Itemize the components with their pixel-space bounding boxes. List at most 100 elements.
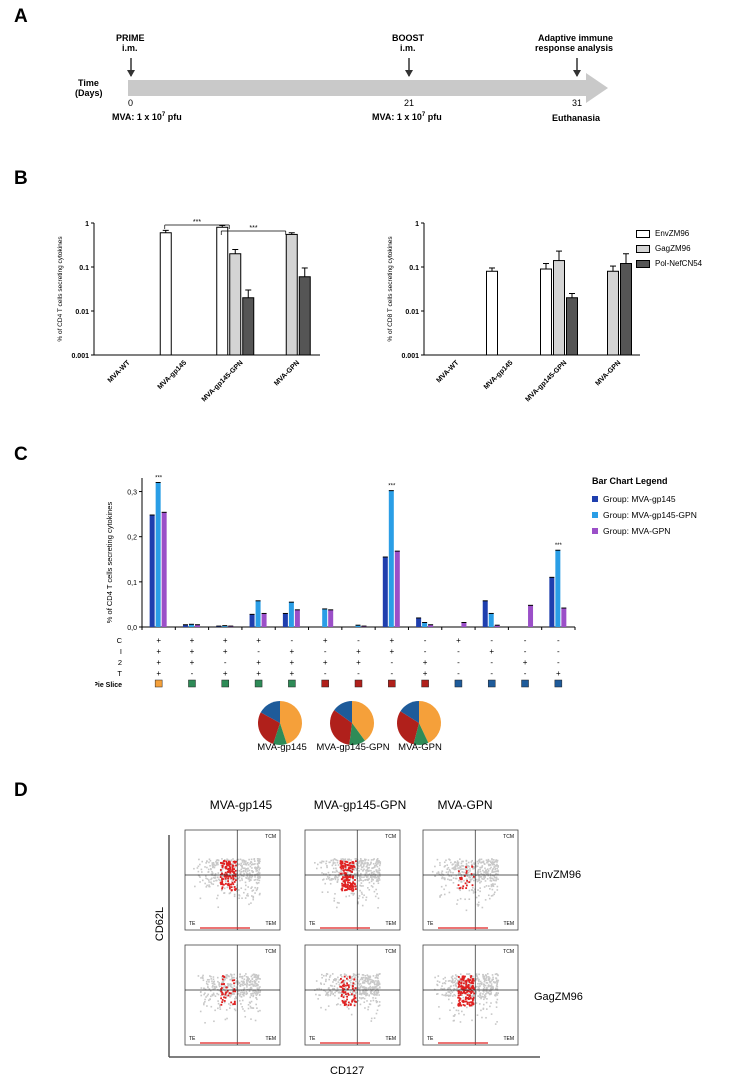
- red-event: [344, 882, 347, 885]
- pie-slice-swatch: [388, 679, 396, 688]
- gray-event: [345, 867, 347, 870]
- gray-event: [210, 877, 213, 880]
- gray-event: [368, 864, 371, 866]
- gray-event: [357, 867, 360, 870]
- red-event: [465, 981, 468, 984]
- red-event: [349, 875, 352, 878]
- gray-event: [463, 879, 465, 882]
- gray-event: [333, 988, 336, 990]
- gray-event: [238, 876, 241, 878]
- gray-event: [213, 1020, 215, 1023]
- red-event: [460, 978, 463, 981]
- gray-event: [371, 988, 374, 991]
- gray-event: [239, 984, 241, 987]
- gray-event: [208, 981, 210, 983]
- gray-event: [376, 893, 378, 895]
- red-event: [462, 982, 465, 985]
- red-event: [460, 876, 463, 879]
- gray-event: [327, 877, 330, 880]
- gray-event: [251, 978, 254, 981]
- red-event: [346, 874, 349, 877]
- red-event: [340, 995, 343, 998]
- gray-event: [340, 992, 343, 994]
- combo-sign: +: [290, 647, 295, 656]
- gray-event: [351, 863, 354, 866]
- gray-event: [212, 988, 214, 990]
- gray-event: [325, 878, 328, 880]
- gray-event: [240, 862, 243, 865]
- gray-event: [259, 986, 261, 988]
- red-event: [472, 979, 475, 982]
- gray-event: [449, 994, 452, 997]
- gray-event: [205, 875, 207, 877]
- red-event: [353, 978, 356, 981]
- red-event: [347, 869, 349, 871]
- gray-event: [449, 979, 451, 982]
- gray-event: [256, 987, 259, 989]
- gray-event: [473, 879, 475, 882]
- gray-event: [373, 1017, 376, 1019]
- gray-event: [483, 977, 486, 979]
- gray-event: [358, 980, 361, 982]
- legend-c: Bar Chart Legend Group: MVA-gp145 Group:…: [592, 476, 697, 539]
- gray-event: [227, 983, 230, 985]
- gray-event: [477, 868, 480, 871]
- quadrant-label-tcm: TCM: [265, 949, 276, 955]
- gray-event: [490, 880, 493, 882]
- gray-event: [259, 892, 261, 895]
- gray-event: [481, 1016, 483, 1019]
- gray-event: [218, 985, 221, 988]
- gray-event: [220, 889, 223, 892]
- gray-event: [322, 860, 325, 863]
- gray-event: [348, 895, 351, 897]
- red-event: [350, 888, 353, 891]
- red-event: [471, 982, 474, 984]
- gray-event: [238, 863, 241, 866]
- gray-event: [497, 974, 499, 977]
- red-event: [464, 1000, 467, 1003]
- gray-event: [469, 983, 472, 985]
- bar: [416, 617, 422, 627]
- gray-event: [447, 991, 450, 993]
- gray-event: [362, 879, 364, 882]
- polyfunctional-bar-chart: 0,30,20,10,0% of CD4 T cells secreting c…: [95, 476, 576, 689]
- analysis-label: Adaptive immune: [538, 33, 614, 43]
- gray-event: [491, 859, 493, 861]
- gray-event: [360, 992, 363, 995]
- gray-event: [494, 865, 497, 867]
- gray-event: [376, 992, 379, 994]
- gray-event: [199, 863, 201, 866]
- gray-event: [219, 1006, 221, 1008]
- gray-event: [218, 984, 220, 986]
- gray-event: [241, 999, 244, 1002]
- gray-event: [494, 870, 497, 873]
- gray-event: [215, 864, 218, 866]
- gray-event: [254, 992, 257, 995]
- legend-c-title: Bar Chart Legend: [592, 476, 668, 486]
- gray-event: [257, 871, 260, 874]
- gray-event: [370, 1000, 372, 1002]
- gray-event: [215, 986, 218, 989]
- gray-event: [378, 879, 381, 881]
- gray-event: [351, 975, 354, 978]
- gray-event: [372, 987, 374, 990]
- gray-event: [318, 987, 320, 990]
- gray-event: [370, 980, 373, 983]
- gray-event: [359, 993, 362, 995]
- combo-sign: +: [423, 669, 428, 678]
- gray-event: [465, 973, 468, 975]
- gray-event: [334, 893, 336, 895]
- gray-event: [467, 869, 470, 872]
- gray-event: [207, 993, 210, 996]
- red-event: [344, 868, 347, 871]
- gray-event: [258, 869, 260, 871]
- gray-event: [331, 985, 333, 987]
- gray-event: [319, 861, 321, 864]
- gray-event: [365, 858, 367, 861]
- gray-event: [238, 894, 241, 897]
- gray-event: [241, 975, 244, 978]
- gray-event: [217, 863, 219, 866]
- combo-sign: -: [257, 647, 260, 656]
- red-event: [347, 876, 349, 879]
- gray-event: [360, 885, 363, 887]
